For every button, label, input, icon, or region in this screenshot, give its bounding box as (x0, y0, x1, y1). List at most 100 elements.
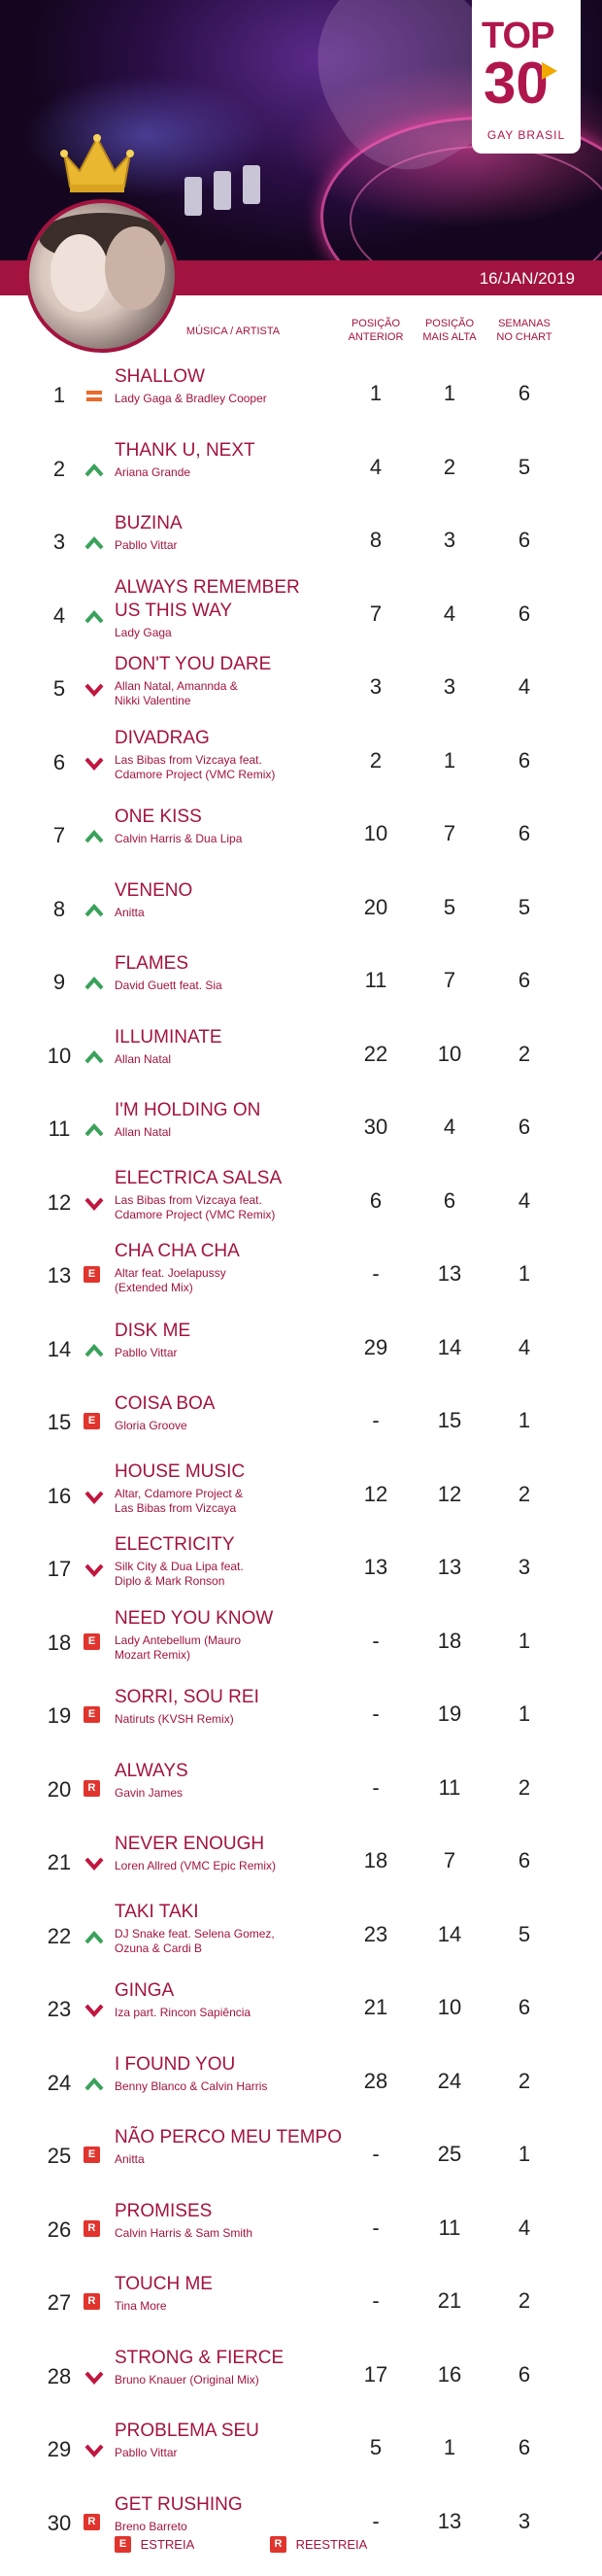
header-weeks-line1: SEMANAS (498, 318, 551, 329)
chart-row: 3 BUZINA Pabllo Vittar 8 3 6 (0, 502, 602, 570)
song-artist: Loren Allred (VMC Epic Remix) (115, 1859, 277, 1872)
chart-row: 16 HOUSE MUSIC Altar, Cdamore Project & Las… (0, 1457, 602, 1525)
value-prev: - (372, 1408, 380, 1432)
value-prev: 17 (363, 2361, 388, 2387)
chart-row: 30 R GET RUSHING Breno Barreto - 13 3 (0, 2484, 602, 2552)
rank-number: 18 (47, 1630, 72, 1655)
header-prev-position: POSIÇÃO ANTERIOR (342, 317, 410, 344)
value-weeks: 6 (518, 968, 531, 992)
song-artist: Iza part. Rincon Sapiência (115, 2006, 251, 2019)
song-artist: Pabllo Vittar (115, 2446, 178, 2459)
value-peak: 7 (443, 821, 456, 845)
song-artist: Natiruts (KVSH Remix) (115, 1712, 234, 1726)
song-artist: Silk City & Dua Lipa feat. (115, 1560, 244, 1573)
song-artist: Calvin Harris & Sam Smith (115, 2225, 253, 2240)
trend-up-icon (84, 900, 105, 921)
song-artist: Allan Natal (115, 1125, 172, 1139)
value-prev: 28 (363, 2068, 388, 2093)
value-prev: 5 (369, 2435, 383, 2459)
rank-number: 2 (52, 456, 66, 481)
value-prev: - (372, 1701, 380, 1726)
value-weeks: 6 (518, 2361, 531, 2387)
mixer-knob (243, 165, 260, 204)
badge-letter: R (84, 2293, 100, 2310)
trend-same-icon (84, 386, 105, 407)
rank-number: 15 (47, 1410, 72, 1434)
song-artist: Breno Barreto (115, 2519, 187, 2533)
value-peak: 19 (437, 1701, 462, 1726)
top30-logo: TOP 30 GAY BRASIL (472, 0, 581, 154)
chart-row: 22 TAKI TAKI DJ Snake feat. Selena Gomez, O… (0, 1897, 602, 1965)
value-weeks: 4 (518, 1334, 531, 1359)
header-peak-line1: POSIÇÃO (424, 318, 475, 329)
song-title: STRONG & FIERCE (115, 2347, 284, 2368)
rank-number: 4 (52, 602, 66, 628)
rank-number: 5 (52, 676, 66, 701)
chart-row: 27 R TOUCH ME Tina More - 21 2 (0, 2263, 602, 2331)
chart-date: 16/JAN/2019 (479, 269, 575, 288)
value-weeks: 5 (518, 1921, 531, 1946)
song-artist: Altar, Cdamore Project & (115, 1486, 244, 1500)
legend-new: E ESTREIA (115, 2536, 194, 2554)
song-artist: Lady Gaga (115, 625, 172, 639)
value-peak: 15 (437, 1408, 462, 1432)
value-weeks: 5 (518, 894, 531, 919)
value-prev: 7 (369, 601, 383, 626)
rank-number: 19 (47, 1703, 72, 1728)
header-peak-position: POSIÇÃO MAIS ALTA (416, 317, 484, 344)
song-title: I FOUND YOU (115, 2053, 236, 2075)
value-peak: 6 (443, 1187, 456, 1213)
song-artist: Nikki Valentine (115, 694, 191, 707)
badge-letter: E (84, 1266, 100, 1283)
rank-number: 8 (52, 896, 66, 921)
badge-letter: E (84, 1413, 100, 1429)
value-peak: 1 (443, 381, 456, 405)
trend-up-icon (84, 1119, 105, 1141)
song-artist: Anitta (115, 905, 145, 919)
song-artist: Calvin Harris & Dua Lipa (115, 832, 243, 845)
value-peak: 4 (443, 1115, 456, 1139)
mixer-knob (184, 177, 202, 216)
new-entry-badge-icon: E (115, 2536, 131, 2554)
value-peak: 10 (437, 1995, 462, 2019)
value-peak: 14 (437, 1334, 462, 1359)
rank-number: 14 (47, 1336, 72, 1361)
value-prev: 22 (363, 1041, 388, 1066)
value-weeks: 3 (518, 2508, 531, 2533)
trend-down-icon (84, 679, 105, 701)
trend-up-icon (84, 973, 105, 994)
song-title: PROMISES (115, 2200, 213, 2221)
value-weeks: 2 (518, 1041, 531, 1066)
song-title: BUZINA (115, 513, 183, 533)
song-title: GINGA (115, 1980, 175, 2001)
play-flag-icon (542, 62, 557, 80)
chart-row: 13 E CHA CHA CHA Altar feat. Joelapussy (Ext… (0, 1236, 602, 1304)
song-artist: Cdamore Project (VMC Remix) (115, 1207, 276, 1221)
song-artist: Las Bibas from Vizcaya feat. (115, 1192, 262, 1207)
reentry-badge-icon: R (84, 2219, 105, 2242)
rank-number: 26 (47, 2216, 72, 2242)
value-prev: 18 (363, 1848, 388, 1872)
value-peak: 4 (443, 601, 456, 626)
chart-row: 12 ELECTRICA SALSA Las Bibas from Vizcaya … (0, 1163, 602, 1231)
chart-row: 4 ALWAYS REMEMBER US THIS WAY Lady Gaga 7 4 6 (0, 576, 602, 644)
logo-subtitle: GAY BRASIL (486, 128, 566, 142)
song-artist: David Guett feat. Sia (115, 979, 222, 992)
crown-icon (60, 134, 134, 192)
badge-letter: E (84, 1706, 100, 1723)
song-artist: Diplo & Mark Ronson (115, 1574, 225, 1588)
header-prev-line1: POSIÇÃO (351, 318, 401, 329)
value-peak: 1 (443, 747, 456, 773)
chart-row: 2 THANK U, NEXT Ariana Grande 4 2 5 (0, 429, 602, 498)
song-title: ONE KISS (115, 807, 202, 827)
song-artist: Las Bibas from Vizcaya feat. (115, 752, 262, 767)
chart-row: 21 NEVER ENOUGH Loren Allred (VMC Epic Rem… (0, 1823, 602, 1891)
value-weeks: 4 (518, 2215, 531, 2240)
chart-row: 10 ILLUMINATE Allan Natal 22 10 2 (0, 1016, 602, 1084)
value-weeks: 1 (518, 1261, 531, 1286)
song-title: ALWAYS REMEMBER (115, 576, 300, 598)
chart-row: 20 R ALWAYS Gavin James - 11 2 (0, 1750, 602, 1818)
value-prev: 4 (369, 454, 383, 479)
chart-row: 28 STRONG & FIERCE Bruno Knauer (Original … (0, 2337, 602, 2405)
rank-number: 13 (47, 1263, 72, 1288)
